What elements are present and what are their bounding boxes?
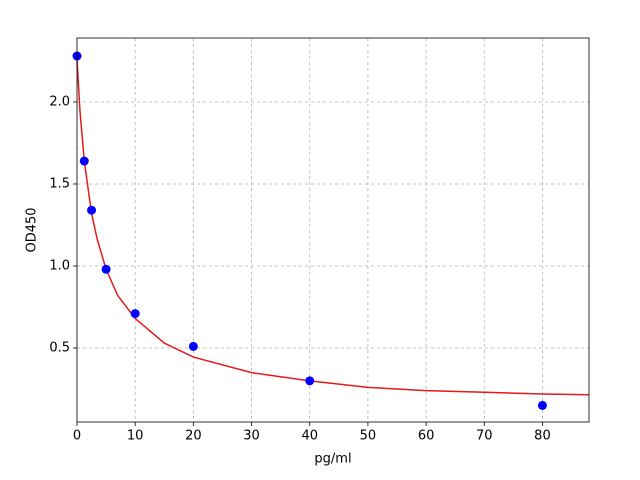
x-tick-label: 50 xyxy=(360,429,377,444)
data-point xyxy=(79,156,89,166)
y-tick-label: 1.0 xyxy=(49,259,70,274)
x-tick-label: 40 xyxy=(301,429,318,444)
x-tick-label: 60 xyxy=(418,429,435,444)
fit-curve xyxy=(76,59,590,396)
axes-frame xyxy=(76,37,590,423)
x-tick-label: 0 xyxy=(73,429,81,444)
x-tick-label: 10 xyxy=(127,429,144,444)
x-axis-label: pg/ml xyxy=(314,452,351,467)
y-tick-label: 1.5 xyxy=(49,176,70,191)
data-point xyxy=(537,400,547,410)
data-point xyxy=(305,376,315,386)
x-tick-label: 20 xyxy=(185,429,202,444)
data-point xyxy=(101,264,111,274)
data-point xyxy=(188,341,198,351)
x-tick-label: 70 xyxy=(476,429,493,444)
y-tick-label: 2.0 xyxy=(49,94,70,109)
x-tick-label: 80 xyxy=(534,429,551,444)
data-point xyxy=(130,309,140,319)
data-point xyxy=(87,205,97,215)
y-axis-label: OD450 xyxy=(25,207,40,252)
x-tick-label: 30 xyxy=(243,429,260,444)
y-tick-label: 0.5 xyxy=(49,341,70,356)
